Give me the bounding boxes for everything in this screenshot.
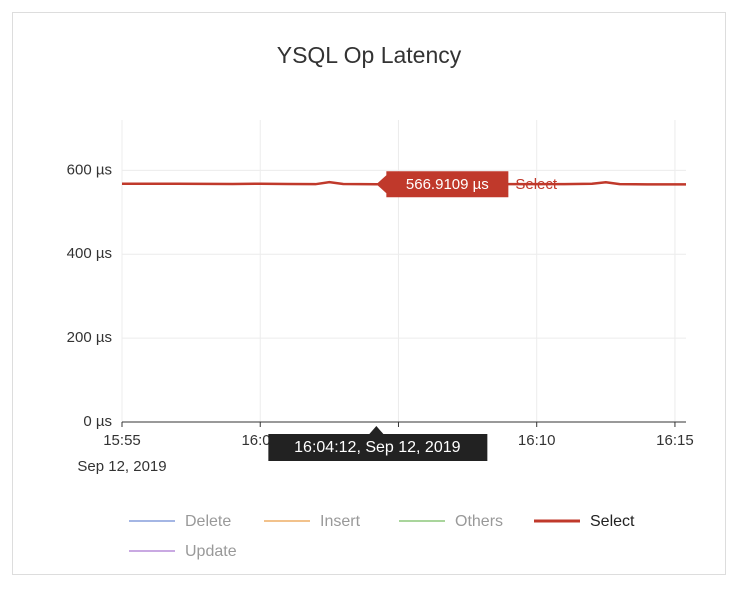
card bbox=[12, 12, 726, 575]
legend-label[interactable]: Update bbox=[185, 543, 237, 560]
chart-title: YSQL Op Latency bbox=[277, 42, 462, 68]
legend-label[interactable]: Select bbox=[590, 513, 635, 530]
y-tick-label: 0 µs bbox=[83, 413, 112, 430]
x-date-label: Sep 12, 2019 bbox=[77, 458, 166, 475]
tooltip-value-box bbox=[376, 171, 509, 198]
legend-label[interactable]: Insert bbox=[320, 513, 361, 530]
y-tick-label: 600 µs bbox=[67, 161, 112, 178]
y-tick-label: 200 µs bbox=[67, 329, 112, 346]
x-tick-label: 16:10 bbox=[518, 432, 556, 449]
tooltip-x-box bbox=[268, 426, 488, 461]
y-tick-label: 400 µs bbox=[67, 245, 112, 262]
tooltip-value: 566.9109 µs bbox=[406, 176, 489, 193]
x-tick-label: 16:15 bbox=[656, 432, 694, 449]
legend-label[interactable]: Delete bbox=[185, 513, 231, 530]
x-tick-label: 15:55 bbox=[103, 432, 141, 449]
tooltip-x: 16:04:12, Sep 12, 2019 bbox=[294, 439, 460, 456]
legend-label[interactable]: Others bbox=[455, 513, 503, 530]
tooltip-series: Select bbox=[515, 176, 558, 193]
